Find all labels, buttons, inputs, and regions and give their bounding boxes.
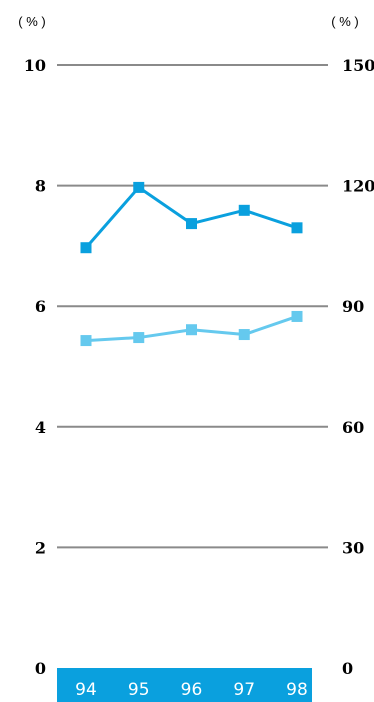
right-tick-label: 120 — [342, 177, 374, 196]
data-point — [80, 242, 92, 254]
data-point — [133, 332, 145, 344]
data-point — [186, 324, 197, 336]
right-axis-unit: ( % ) — [331, 14, 358, 29]
left-tick-label: 6 — [35, 297, 46, 316]
right-tick-label: 150 — [342, 56, 374, 75]
gridlines — [57, 64, 328, 549]
x-tick-label: 95 — [128, 680, 150, 700]
x-tick-label: 94 — [75, 680, 97, 700]
x-axis-band — [57, 668, 312, 702]
left-tick-label: 10 — [24, 56, 46, 75]
series-line — [84, 185, 298, 249]
x-tick-label: 97 — [233, 680, 255, 700]
right-tick-label: 30 — [342, 538, 364, 557]
right-tick-label: 0 — [342, 659, 353, 678]
left-tick-label: 8 — [35, 177, 46, 196]
left-tick-label: 0 — [35, 659, 46, 678]
x-axis-ticks: 94 95 96 97 98 — [75, 680, 308, 700]
x-tick-label: 96 — [181, 680, 203, 700]
series-layer — [80, 181, 303, 347]
data-point — [133, 181, 145, 193]
left-tick-label: 2 — [35, 538, 46, 557]
data-point — [80, 335, 92, 347]
right-tick-label: 90 — [342, 297, 364, 316]
data-point — [291, 222, 303, 234]
data-point — [238, 329, 250, 341]
left-axis-unit: ( % ) — [18, 14, 45, 29]
left-tick-label: 4 — [35, 418, 46, 437]
data-point — [238, 204, 250, 216]
right-tick-label: 60 — [342, 418, 364, 437]
data-point — [186, 218, 197, 230]
data-point — [291, 310, 303, 322]
axis-ticks: 0 0 2 30 4 60 6 90 8 120 10 150 — [24, 56, 374, 678]
x-tick-label: 98 — [286, 680, 308, 700]
